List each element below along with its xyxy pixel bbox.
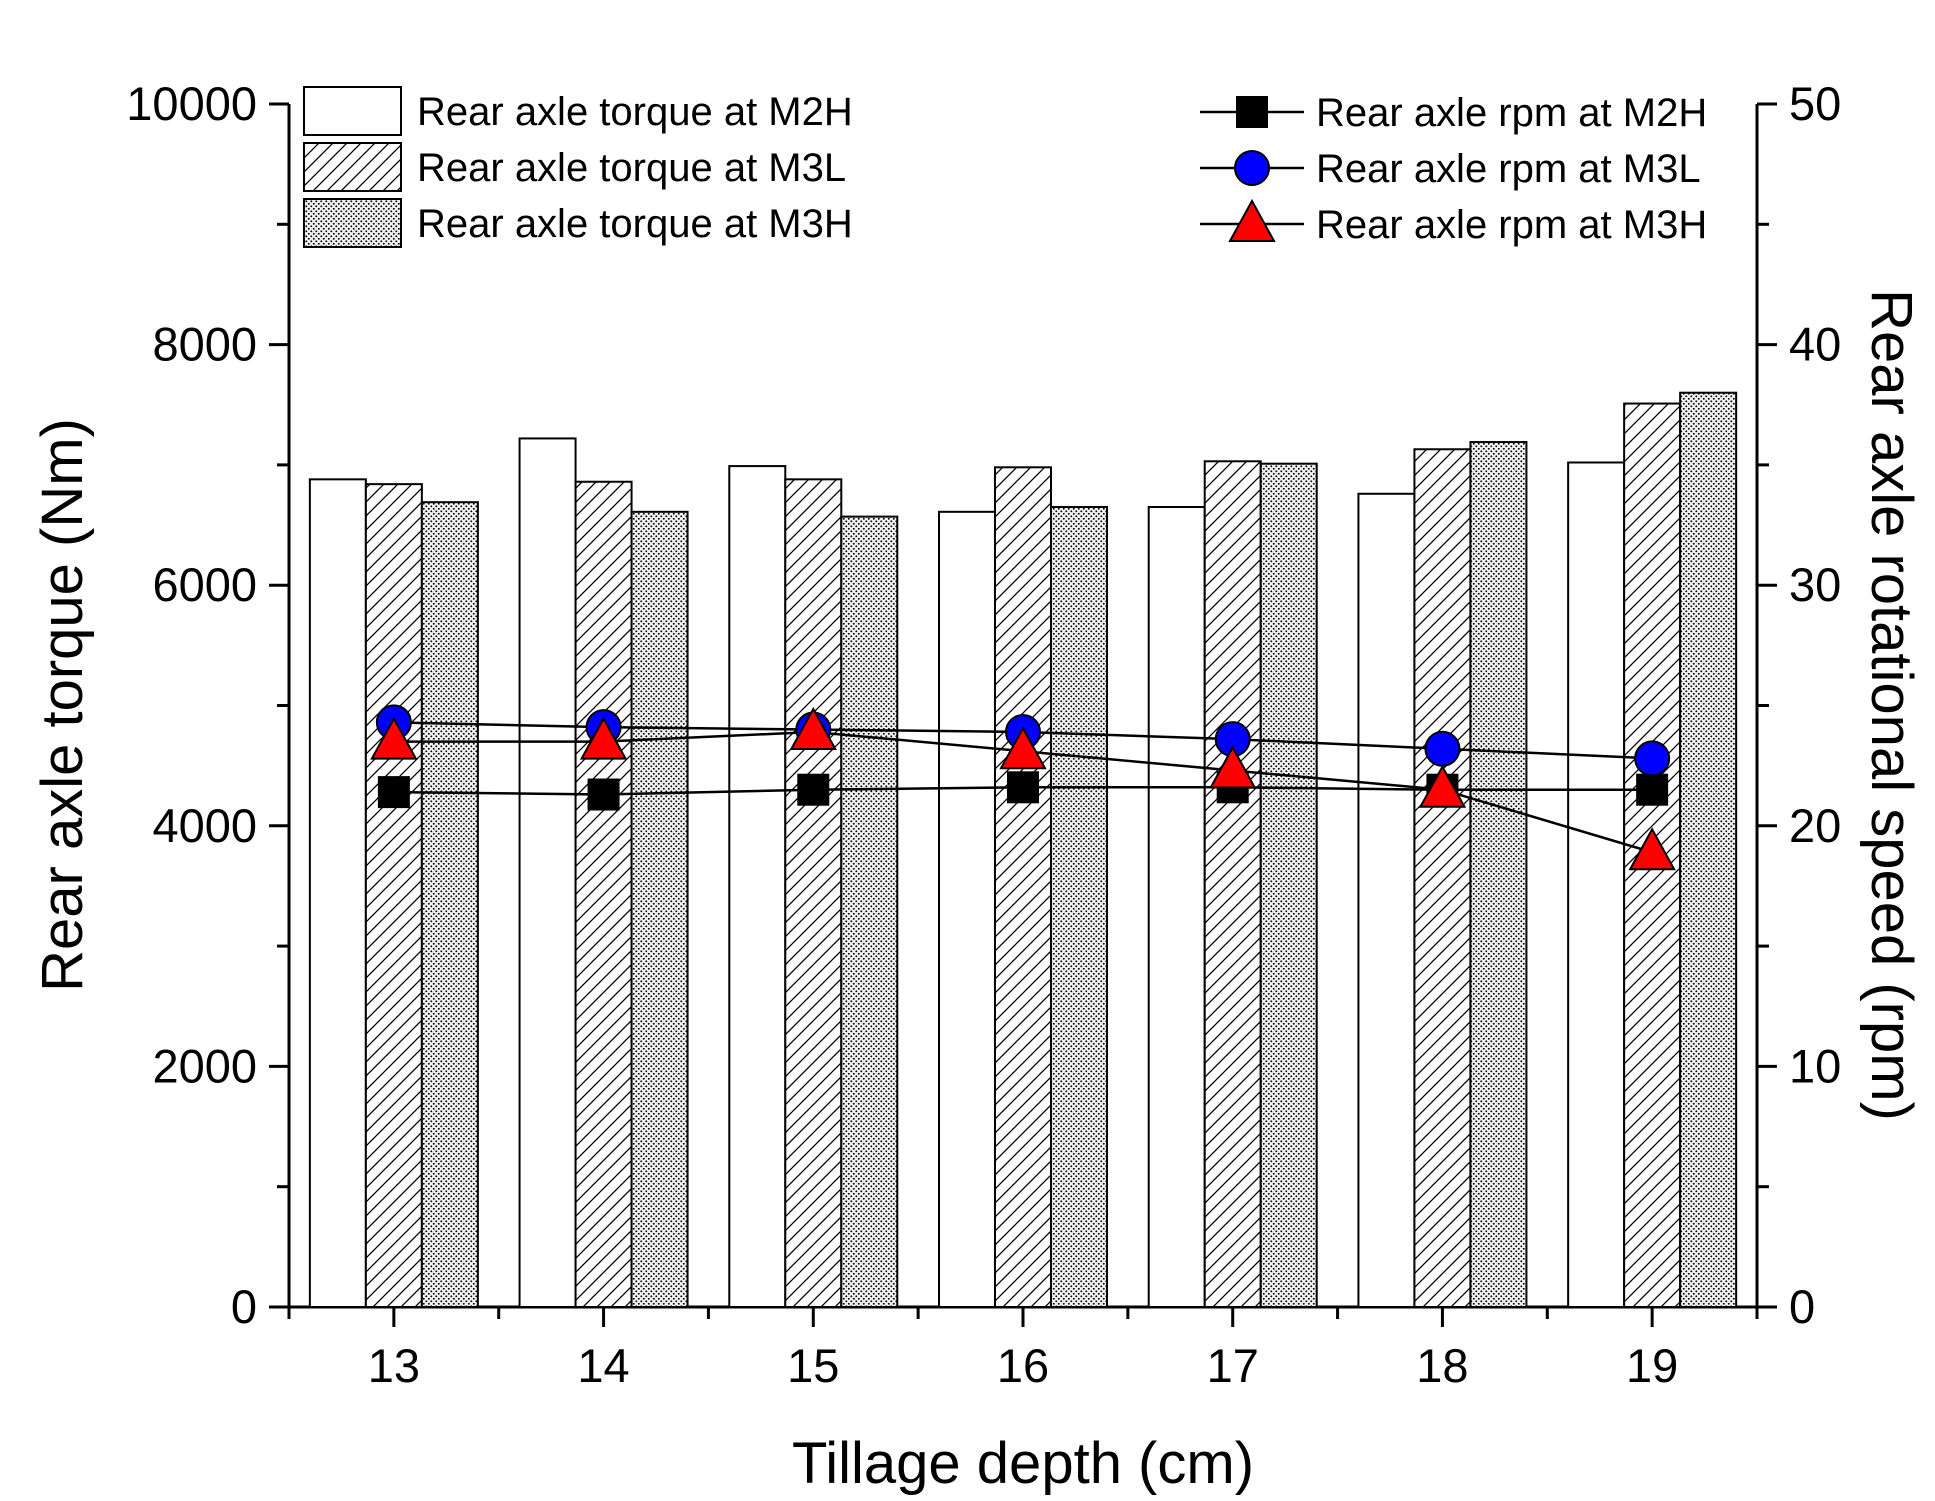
point-triangle-15 [789, 706, 837, 750]
point-triangle-14 [579, 716, 628, 760]
point-circle-18 [1424, 730, 1461, 767]
legend-marker-circle [1234, 150, 1270, 186]
x-tick-label-19: 19 [1626, 1339, 1678, 1392]
y-axis-title: Rear axle torque (Nm) [30, 418, 95, 992]
legend-swatch-hatched [303, 142, 402, 192]
y2-tick-label: 50 [1789, 77, 1841, 130]
point-square-14 [587, 778, 620, 811]
bar-blank-14 [518, 437, 577, 1308]
line-series-group [370, 704, 1676, 871]
y-tick-label: 10000 [126, 77, 257, 130]
bar-blank-17 [1147, 506, 1206, 1308]
bar-blank-16 [938, 510, 996, 1308]
x-axis: 13 14 15 16 17 18 19 [287, 1307, 1759, 1392]
point-triangle-16 [999, 726, 1047, 770]
legend-label: Rear axle rpm at M3H [1316, 203, 1707, 247]
x-tick-label-16: 16 [997, 1339, 1049, 1392]
bar-series-group [308, 391, 1738, 1309]
y-tick-label: 4000 [152, 799, 257, 852]
point-triangle-17 [1209, 745, 1257, 789]
right-y-axis: 0 10 20 30 40 50 [1757, 77, 1841, 1333]
bar-hatched-14 [574, 480, 633, 1308]
legend-marker-square [1236, 96, 1268, 128]
y-tick-label: 0 [231, 1280, 257, 1333]
y-tick-label: 8000 [152, 318, 257, 371]
bar-blank-18 [1357, 492, 1416, 1309]
y2-tick-label: 40 [1789, 318, 1841, 371]
point-square-15 [797, 773, 830, 806]
y2-tick-label: 20 [1789, 799, 1841, 852]
bar-blank-15 [728, 465, 787, 1308]
legend-label: Rear axle rpm at M3L [1316, 147, 1701, 191]
bar-hatched-13 [364, 483, 423, 1308]
bar-legend: Rear axle torque at M2H Rear axle torque … [303, 86, 853, 248]
legend-marker-triangle [1228, 198, 1276, 242]
legend-label: Rear axle torque at M3L [417, 146, 846, 190]
bar-blank-19 [1567, 461, 1626, 1308]
bar-dotted-19 [1679, 391, 1738, 1309]
point-square-13 [377, 776, 410, 809]
bar-dotted-18 [1469, 441, 1528, 1308]
bar-blank-13 [308, 478, 367, 1308]
bar-hatched-16 [994, 466, 1052, 1308]
point-square-19 [1636, 773, 1669, 806]
left-y-axis: 0 2000 4000 6000 8000 10000 [126, 77, 289, 1333]
y2-tick-label: 30 [1789, 558, 1841, 611]
y2-tick-label: 0 [1789, 1280, 1815, 1333]
legend-swatch-dotted [303, 198, 402, 248]
x-axis-title: Tillage depth (cm) [792, 1431, 1254, 1496]
bar-hatched-17 [1203, 460, 1262, 1308]
point-triangle-13 [370, 716, 418, 760]
bar-hatched-18 [1413, 448, 1472, 1308]
line-legend: Rear axle rpm at M2H Rear axle rpm at M3L… [1200, 91, 1707, 247]
x-tick-label-13: 13 [368, 1339, 420, 1392]
y2-tick-label: 10 [1789, 1039, 1841, 1092]
bar-hatched-15 [784, 478, 843, 1308]
x-tick-label-14: 14 [577, 1339, 629, 1392]
point-circle-19 [1634, 740, 1671, 777]
bar-dotted-14 [630, 510, 689, 1308]
bar-dotted-16 [1050, 506, 1108, 1308]
legend-label: Rear axle torque at M3H [417, 202, 853, 246]
bar-dotted-15 [840, 515, 899, 1308]
y-tick-label: 6000 [152, 558, 257, 611]
legend-swatch-blank [303, 86, 402, 136]
point-triangle-18 [1418, 764, 1467, 808]
point-square-16 [1007, 771, 1039, 804]
x-tick-label-18: 18 [1416, 1339, 1468, 1392]
y2-axis-title: Rear axle rotational speed (rpm) [1859, 289, 1924, 1121]
bar-dotted-13 [420, 501, 479, 1308]
y-tick-label: 2000 [152, 1039, 257, 1092]
bar-dotted-17 [1259, 462, 1318, 1308]
x-tick-label-15: 15 [787, 1339, 839, 1392]
x-tick-label-17: 17 [1207, 1339, 1259, 1392]
point-triangle-19 [1628, 827, 1676, 871]
legend-label: Rear axle rpm at M2H [1316, 91, 1707, 135]
legend-label: Rear axle torque at M2H [417, 90, 853, 134]
